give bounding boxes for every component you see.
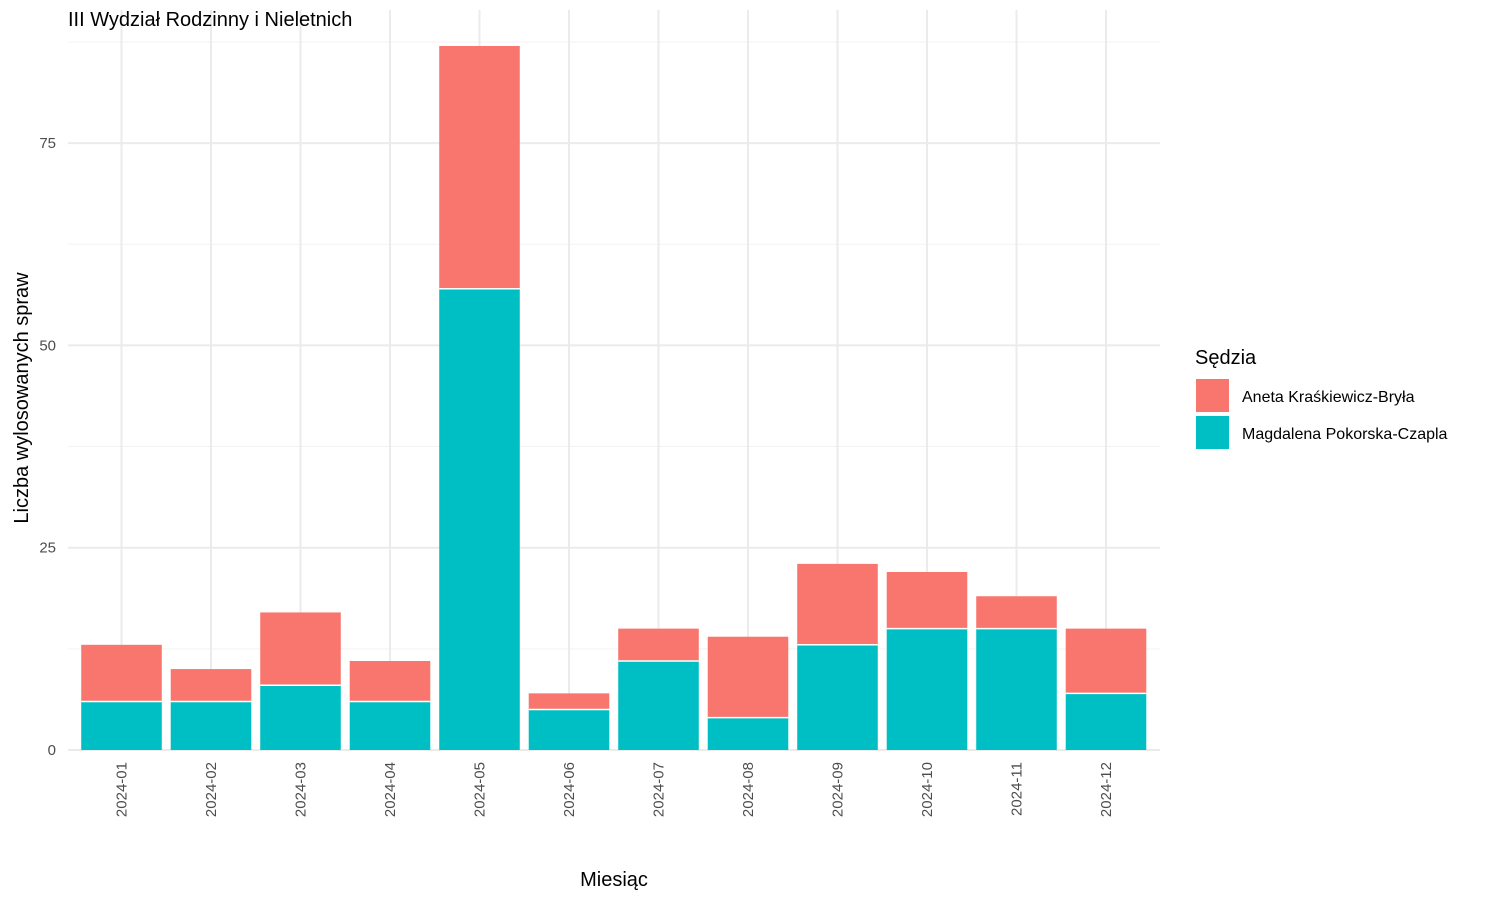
- bar-segment-2024-09-s0: [797, 644, 878, 750]
- legend-title: Sędzia: [1195, 347, 1257, 369]
- y-tick-label: 50: [39, 337, 56, 354]
- x-axis-ticks: 2024-01 2024-02 2024-03 2024-04 2024-05 2024-…: [114, 762, 1116, 817]
- legend-items: Aneta Kraśkiewicz-Bryła Magdalena Pokorsk…: [1196, 379, 1448, 449]
- bar-segment-2024-06-s0: [528, 709, 610, 750]
- x-tick-label: 2024-05: [472, 762, 489, 817]
- bar-segment-2024-06-s1: [528, 693, 610, 710]
- y-axis-title: Liczba wylosowanych spraw: [11, 272, 33, 524]
- legend-label: Aneta Kraśkiewicz-Bryła: [1242, 389, 1415, 406]
- bar-segment-2024-11-s1: [976, 596, 1057, 629]
- legend-swatch: [1196, 416, 1229, 449]
- x-tick-label: 2024-02: [203, 762, 220, 817]
- bar-segment-2024-05-s1: [439, 46, 520, 289]
- bar-segment-2024-08-s1: [707, 636, 789, 718]
- bar-segment-2024-05-s0: [439, 288, 520, 750]
- bar-segment-2024-12-s1: [1065, 628, 1147, 694]
- bar-segment-2024-07-s1: [618, 628, 699, 661]
- bars: [81, 46, 1147, 750]
- x-tick-label: 2024-03: [293, 762, 310, 817]
- bar-segment-2024-03-s0: [260, 685, 341, 750]
- bar-segment-2024-04-s0: [349, 701, 431, 750]
- bar-segment-2024-02-s0: [170, 701, 252, 750]
- bar-segment-2024-11-s0: [976, 628, 1057, 750]
- y-tick-label: 25: [39, 540, 56, 557]
- bar-segment-2024-03-s1: [260, 612, 341, 686]
- bar-segment-2024-09-s1: [797, 563, 878, 645]
- y-tick-label: 75: [39, 135, 56, 152]
- bar-segment-2024-04-s1: [349, 660, 431, 702]
- bar-segment-2024-08-s0: [707, 717, 789, 750]
- legend: Sędzia Aneta Kraśkiewicz-Bryła Magdalena …: [1195, 347, 1448, 449]
- y-tick-label: 0: [48, 742, 56, 759]
- x-tick-label: 2024-04: [382, 762, 399, 817]
- bar-segment-2024-12-s0: [1065, 693, 1147, 750]
- x-tick-label: 2024-06: [561, 762, 578, 817]
- x-axis-title: Miesiąc: [580, 869, 648, 891]
- chart-title: III Wydział Rodzinny i Nieletnich: [68, 9, 352, 31]
- x-tick-label: 2024-10: [919, 762, 936, 817]
- bar-segment-2024-02-s1: [170, 669, 252, 702]
- x-tick-label: 2024-09: [830, 762, 847, 817]
- bar-segment-2024-10-s1: [886, 571, 968, 629]
- x-tick-label: 2024-01: [114, 762, 131, 817]
- bar-segment-2024-01-s0: [81, 701, 162, 750]
- x-tick-label: 2024-11: [1009, 762, 1026, 816]
- bar-segment-2024-01-s1: [81, 644, 162, 702]
- legend-swatch: [1196, 379, 1229, 412]
- x-tick-label: 2024-12: [1098, 762, 1115, 817]
- legend-label: Magdalena Pokorska-Czapla: [1242, 426, 1448, 443]
- y-axis-ticks: 0 25 50 75: [39, 135, 56, 759]
- bar-segment-2024-10-s0: [886, 628, 968, 750]
- x-tick-label: 2024-07: [651, 762, 668, 817]
- bar-segment-2024-07-s0: [618, 660, 699, 750]
- x-tick-label: 2024-08: [740, 762, 757, 817]
